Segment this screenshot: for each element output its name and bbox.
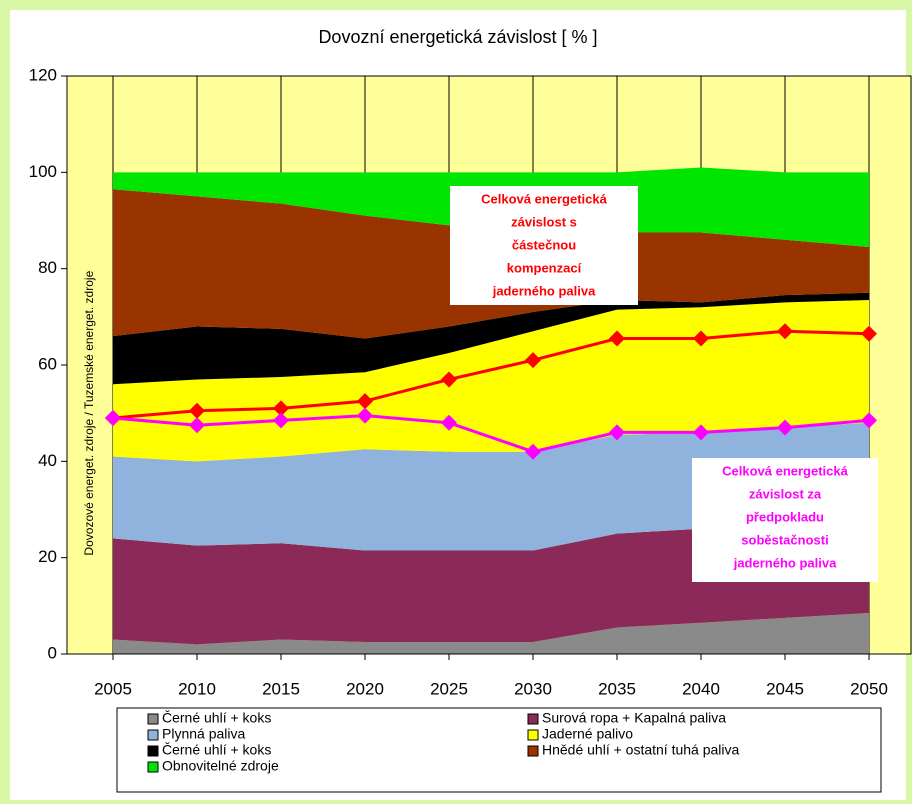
line-marker (357, 393, 373, 410)
line-marker (693, 424, 709, 441)
area (113, 299, 869, 462)
legend-label: Plynná paliva (162, 726, 245, 742)
area (113, 613, 869, 654)
annotation-text: částečnou (512, 237, 576, 252)
x-tick-label: 2010 (178, 679, 216, 698)
line-marker (777, 419, 793, 436)
line-marker (357, 407, 373, 424)
legend-swatch (147, 713, 159, 725)
y-axis-label: Dovozové energet. zdroje / Tuzemské ener… (82, 270, 96, 555)
legend-label: Hnědé uhlí + ostatní tuhá paliva (542, 742, 740, 758)
legend-swatch (527, 729, 539, 741)
line-marker (105, 409, 121, 426)
chart-title: Dovozní energetická závislost [ % ] (318, 27, 597, 47)
x-tick-label: 2030 (514, 679, 552, 698)
area (113, 523, 869, 645)
legend-swatch (147, 729, 159, 741)
area (113, 292, 869, 385)
annotation-text: jaderného paliva (492, 283, 596, 298)
line-marker (525, 352, 541, 369)
legend-label: Černé uhlí + koks (162, 742, 271, 758)
x-tick-label: 2040 (682, 679, 720, 698)
annotation-box (450, 186, 638, 305)
legend-label: Surová ropa + Kapalná paliva (542, 710, 726, 726)
annotation-text: závislost za (749, 486, 822, 501)
annotation-text: jaderného paliva (733, 555, 837, 570)
annotation-text: kompenzací (507, 260, 582, 275)
x-tick-label: 2020 (346, 679, 384, 698)
line-marker (777, 323, 793, 340)
line-marker (441, 371, 457, 388)
y-tick-label: 80 (38, 258, 57, 277)
line-marker (273, 412, 289, 429)
legend-swatch (527, 745, 539, 757)
legend-swatch (527, 713, 539, 725)
x-tick-label: 2025 (430, 679, 468, 698)
x-tick-label: 2035 (598, 679, 636, 698)
line-marker (609, 424, 625, 441)
x-tick-label: 2015 (262, 679, 300, 698)
annotation-text: soběstačnosti (741, 532, 828, 547)
legend-swatch (147, 761, 159, 773)
annotation-box (692, 458, 878, 582)
y-tick-label: 60 (38, 354, 57, 373)
annotation-text: Celková energetická (722, 463, 849, 478)
line (112, 414, 870, 454)
line-marker (861, 412, 877, 429)
x-tick-label: 2005 (94, 679, 132, 698)
y-tick-label: 100 (29, 162, 57, 181)
line-marker (693, 330, 709, 347)
legend-label: Jaderné palivo (542, 726, 633, 742)
legend (116, 707, 882, 793)
annotation-text: Celková energetická (481, 191, 608, 206)
legend-swatch (147, 745, 159, 757)
legend-label: Černé uhlí + koks (162, 710, 271, 726)
area (113, 422, 869, 551)
y-tick-label: 20 (38, 547, 57, 566)
y-tick-label: 120 (29, 65, 57, 84)
line-marker (609, 330, 625, 347)
annotation-text: závislost s (511, 214, 577, 229)
legend-label: Obnovitelné zdroje (162, 758, 279, 774)
line-marker (189, 402, 205, 419)
line-marker (861, 325, 877, 342)
line-marker (441, 414, 457, 431)
x-tick-label: 2050 (850, 679, 888, 698)
line-marker (525, 443, 541, 460)
x-tick-label: 2045 (766, 679, 804, 698)
y-tick-label: 0 (48, 643, 57, 662)
annotation-text: předpokladu (746, 509, 824, 524)
line-marker (273, 400, 289, 417)
y-tick-label: 40 (38, 451, 57, 470)
line (112, 329, 870, 420)
line-marker (189, 417, 205, 434)
